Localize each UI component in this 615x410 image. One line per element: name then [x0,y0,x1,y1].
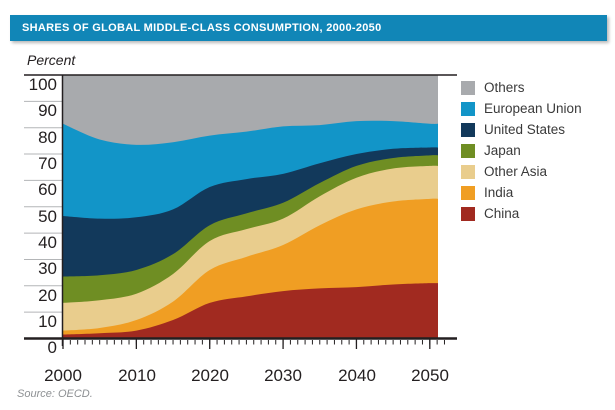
legend-label-china: China [484,206,520,221]
y-tick-label: 50 [38,207,57,226]
legend-item-others: Others [461,77,582,98]
figure-title: SHARES OF GLOBAL MIDDLE-CLASS CONSUMPTIO… [22,22,382,34]
y-tick-label: 70 [38,154,57,173]
legend: Others European Union United States Japa… [461,77,582,224]
x-tick-label: 2010 [118,366,156,385]
legend-label-others: Others [484,80,525,95]
legend-label-united-states: United States [484,122,566,137]
legend-swatch-japan [461,143,475,158]
y-tick-label: 80 [38,128,57,147]
legend-label-india: India [484,185,514,200]
legend-swatch-india [461,185,475,200]
legend-label-other-asia: Other Asia [484,164,548,179]
area-china [63,283,438,339]
legend-item-other-asia: Other Asia [461,161,582,182]
y-tick-label: 90 [38,101,57,120]
legend-swatch-others [461,80,475,95]
legend-item-european-union: European Union [461,98,582,119]
legend-item-china: China [461,203,582,224]
x-tick-label: 2000 [44,366,82,385]
y-tick-label: 20 [38,286,57,305]
y-tick-label: 40 [38,233,57,252]
source-note: Source: OECD. [17,388,93,400]
legend-item-japan: Japan [461,140,582,161]
legend-item-india: India [461,182,582,203]
y-axis-unit-label: Percent [27,52,76,68]
y-tick-label: 60 [38,180,57,199]
x-tick-label: 2020 [191,366,229,385]
title-bar: SHARES OF GLOBAL MIDDLE-CLASS CONSUMPTIO… [10,15,607,41]
x-tick-label: 2040 [338,366,376,385]
x-tick-label: 2030 [264,366,302,385]
legend-swatch-european-union [461,101,475,116]
legend-swatch-united-states [461,122,475,137]
legend-swatch-china [461,206,475,221]
legend-item-united-states: United States [461,119,582,140]
y-tick-label: 10 [38,312,57,331]
legend-label-japan: Japan [484,143,521,158]
legend-label-european-union: European Union [484,101,582,116]
y-tick-label: 100 [28,75,57,94]
y-tick-label: 30 [38,259,57,278]
legend-swatch-other-asia [461,164,475,179]
y-tick-label: 0 [47,338,57,357]
x-tick-label: 2050 [411,366,449,385]
